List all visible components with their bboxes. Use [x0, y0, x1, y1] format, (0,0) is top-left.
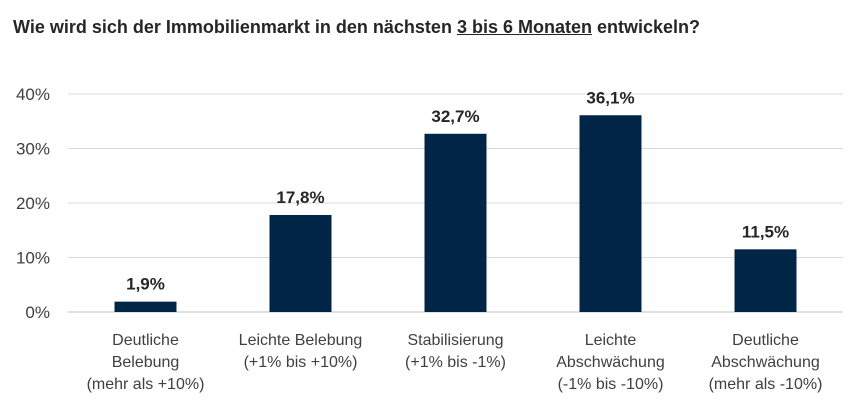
x-category-label: Leichte — [585, 332, 637, 349]
y-tick-label: 30% — [16, 140, 50, 159]
bar — [424, 133, 487, 312]
bar — [269, 214, 332, 312]
x-category-label: (+1% bis +10%) — [244, 354, 358, 371]
x-category-label: Abschwächung — [711, 354, 820, 371]
y-tick-label: 40% — [16, 85, 50, 104]
y-tick-label: 0% — [25, 303, 50, 322]
x-category-label: Belebung — [112, 354, 180, 371]
x-category-label: Stabilisierung — [407, 332, 503, 349]
x-category-label: (+1% bis -1%) — [405, 354, 506, 371]
title-text-end: entwickeln? — [591, 17, 700, 37]
x-category-label: Abschwächung — [556, 354, 665, 371]
title-text-underlined: 3 bis 6 Monaten — [456, 17, 592, 37]
data-label: 1,9% — [126, 275, 165, 294]
x-category-label: (mehr als +10%) — [87, 376, 205, 393]
x-category-label: Deutliche — [732, 332, 799, 349]
bar — [114, 301, 177, 312]
bar — [734, 249, 797, 312]
data-label: 17,8% — [276, 188, 324, 207]
x-category-label: Leichte Belebung — [239, 332, 363, 349]
title-text-start: Wie wird sich der Immobilienmarkt in den… — [13, 17, 457, 37]
x-category-label: (mehr als -10%) — [709, 376, 823, 393]
data-label: 11,5% — [742, 222, 789, 241]
data-label: 32,7% — [431, 107, 479, 126]
y-tick-label: 20% — [16, 194, 50, 213]
y-tick-label: 10% — [16, 249, 50, 268]
data-label: 36,1% — [586, 88, 634, 107]
x-category-label: Deutliche — [112, 332, 179, 349]
bar — [579, 115, 642, 312]
x-category-label: (-1% bis -10%) — [558, 376, 664, 393]
chart-title: Wie wird sich der Immobilienmarkt in den… — [13, 15, 853, 40]
